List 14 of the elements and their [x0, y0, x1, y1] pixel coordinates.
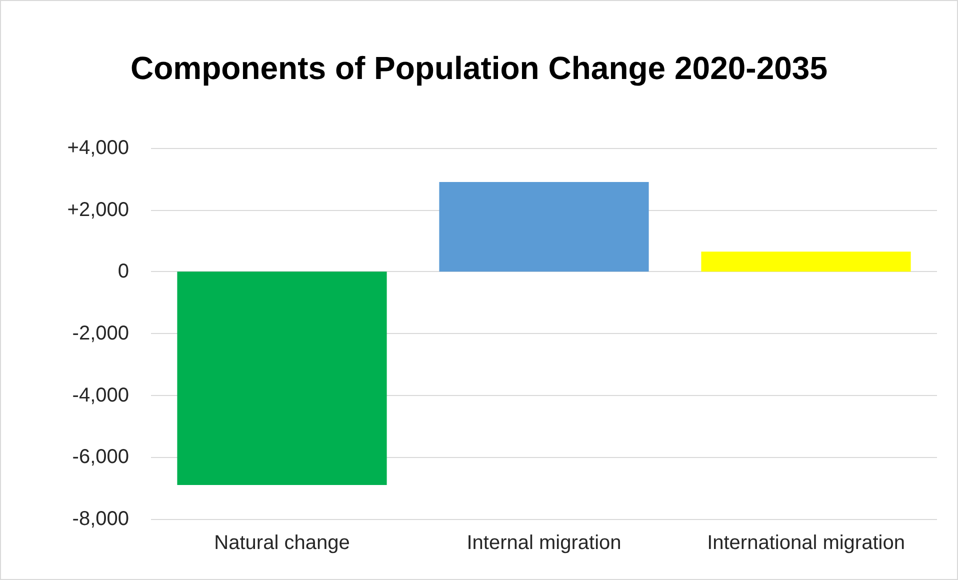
- bar: [177, 272, 387, 485]
- chart-title: Components of Population Change 2020-2035: [130, 50, 828, 86]
- bar: [439, 182, 649, 272]
- y-tick-label: -6,000: [72, 446, 129, 468]
- y-tick-label: -2,000: [72, 322, 129, 344]
- bar: [701, 252, 911, 272]
- y-tick-label: +2,000: [67, 198, 129, 221]
- x-tick-label: Internal migration: [466, 532, 622, 554]
- y-tick-label: +4,000: [67, 137, 129, 159]
- y-tick-label: -4,000: [72, 384, 129, 406]
- y-tick-label: 0: [118, 260, 129, 283]
- x-tick-label: International migration: [707, 532, 905, 554]
- y-tick-label: -8,000: [72, 508, 129, 530]
- x-tick-label: Natural change: [214, 532, 350, 554]
